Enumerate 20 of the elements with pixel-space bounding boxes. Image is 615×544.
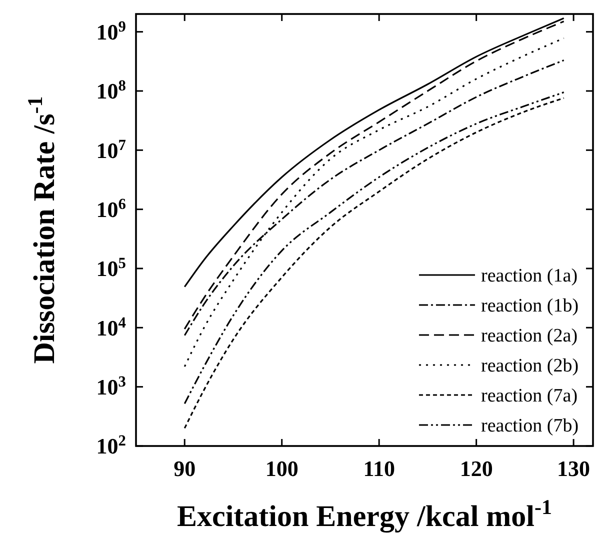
legend-label: reaction (2b) (481, 356, 579, 377)
y-tick-label: 10$^{8}$ (96, 77, 126, 104)
y-tick-label: 10$^{2}$ (96, 432, 126, 459)
legend-label: reaction (7b) (481, 416, 579, 437)
legend-label: reaction (1b) (481, 296, 579, 317)
x-tick-label: 110 (363, 456, 395, 481)
x-axis-title: Excitation Energy /kcal mol$^{-1}$ (177, 495, 552, 533)
y-tick-label: 10$^{4}$ (96, 314, 126, 340)
y-tick-label: 10$^{3}$ (96, 373, 126, 400)
y-tick-label: 10$^{6}$ (96, 196, 126, 222)
y-tick-label: 10$^{9}$ (96, 18, 126, 45)
legend-label: reaction (2a) (481, 326, 578, 347)
x-tick-label: 130 (557, 456, 590, 481)
x-tick-label: 90 (174, 456, 196, 481)
x-tick-label: 100 (265, 456, 298, 481)
y-tick-label: 10$^{5}$ (96, 254, 126, 282)
legend-label: reaction (1a) (481, 266, 578, 287)
legend-label: reaction (7a) (481, 386, 578, 407)
y-tick-label: 10$^{7}$ (96, 136, 126, 163)
x-tick-label: 120 (460, 456, 493, 481)
